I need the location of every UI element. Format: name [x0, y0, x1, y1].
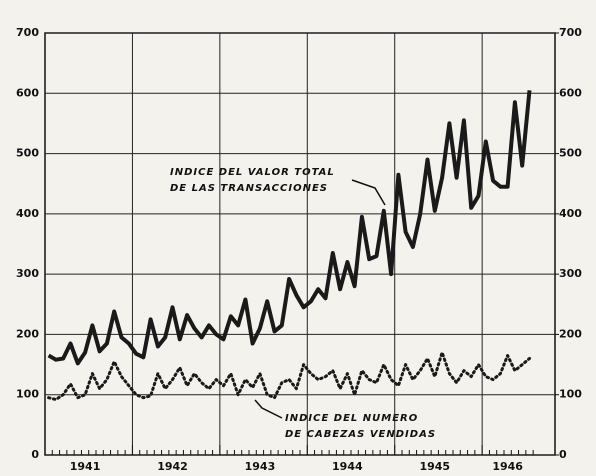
- y-tick-label: 400: [16, 207, 39, 220]
- y2-tick-label: 400: [559, 207, 582, 220]
- y2-tick-label: 500: [559, 147, 582, 160]
- series-line: [47, 90, 532, 366]
- y2-tick-label: 700: [559, 26, 582, 39]
- x-tick-label: 1943: [245, 460, 276, 473]
- x-tick-label: 1941: [70, 460, 101, 473]
- y2-tick-label: 100: [559, 388, 582, 401]
- series-line: [47, 351, 531, 401]
- y-tick-label: 0: [31, 448, 39, 461]
- y-tick-label: 300: [16, 267, 39, 280]
- y-tick-label: 500: [16, 147, 39, 160]
- y-tick-label: 200: [16, 327, 39, 340]
- annotation: INDICE DEL VALOR TOTAL: [170, 167, 335, 178]
- plot-frame: [44, 32, 556, 456]
- annotation: INDICE DEL NUMERO: [285, 413, 418, 424]
- y2-tick-label: 0: [559, 448, 567, 461]
- y2-tick-label: 200: [559, 327, 582, 340]
- x-tick-label: 1946: [492, 460, 523, 473]
- y2-tick-label: 300: [559, 267, 582, 280]
- x-tick-label: 1945: [419, 460, 450, 473]
- x-tick-label: 1944: [332, 460, 363, 473]
- annotation: DE LAS TRANSACCIONES: [170, 183, 328, 194]
- x-tick-label: 1942: [157, 460, 188, 473]
- annotation-arrow: [254, 399, 283, 419]
- y-tick-label: 100: [16, 388, 39, 401]
- y-tick-label: 600: [16, 86, 39, 99]
- y2-tick-label: 600: [559, 86, 582, 99]
- annotation-arrow: [351, 179, 386, 206]
- annotation: DE CABEZAS VENDIDAS: [285, 429, 436, 440]
- y-tick-label: 700: [16, 26, 39, 39]
